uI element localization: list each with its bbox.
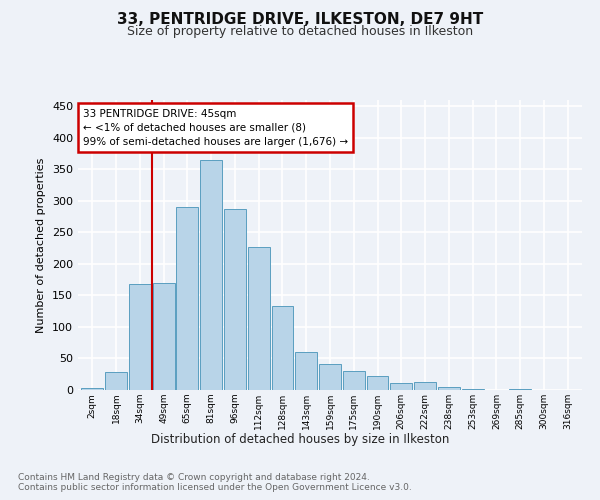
Bar xyxy=(414,382,436,390)
Bar xyxy=(176,206,198,390)
Bar xyxy=(152,284,175,390)
Bar xyxy=(105,372,127,390)
Bar xyxy=(272,306,293,390)
Text: 33 PENTRIDGE DRIVE: 45sqm
← <1% of detached houses are smaller (8)
99% of semi-d: 33 PENTRIDGE DRIVE: 45sqm ← <1% of detac… xyxy=(83,108,348,146)
Bar xyxy=(295,352,317,390)
Bar xyxy=(343,371,365,390)
Bar xyxy=(319,364,341,390)
Bar xyxy=(200,160,222,390)
Text: 33, PENTRIDGE DRIVE, ILKESTON, DE7 9HT: 33, PENTRIDGE DRIVE, ILKESTON, DE7 9HT xyxy=(117,12,483,28)
Bar xyxy=(82,388,103,390)
Text: Contains HM Land Registry data © Crown copyright and database right 2024.
Contai: Contains HM Land Registry data © Crown c… xyxy=(18,472,412,492)
Bar xyxy=(438,387,460,390)
Bar xyxy=(248,247,269,390)
Bar xyxy=(129,284,151,390)
Bar xyxy=(391,383,412,390)
Y-axis label: Number of detached properties: Number of detached properties xyxy=(37,158,46,332)
Bar xyxy=(224,209,246,390)
Text: Distribution of detached houses by size in Ilkeston: Distribution of detached houses by size … xyxy=(151,432,449,446)
Text: Size of property relative to detached houses in Ilkeston: Size of property relative to detached ho… xyxy=(127,25,473,38)
Bar xyxy=(367,376,388,390)
